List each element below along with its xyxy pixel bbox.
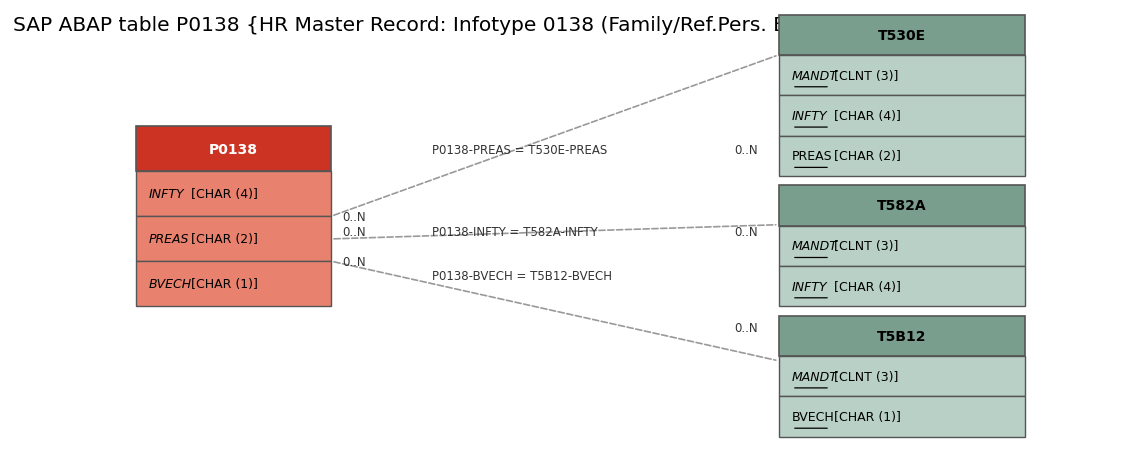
Bar <box>779 226 1025 267</box>
Text: INFTY: INFTY <box>149 188 185 201</box>
Text: P0138-PREAS = T530E-PREAS: P0138-PREAS = T530E-PREAS <box>432 144 608 157</box>
Text: P0138: P0138 <box>209 142 258 156</box>
Text: [CHAR (1)]: [CHAR (1)] <box>187 278 258 291</box>
Text: 0..N: 0..N <box>342 225 367 238</box>
Text: INFTY: INFTY <box>791 280 827 293</box>
Text: T5B12: T5B12 <box>877 329 926 343</box>
Text: PREAS: PREAS <box>149 233 189 246</box>
Text: [CHAR (2)]: [CHAR (2)] <box>830 150 901 163</box>
Text: [CHAR (4)]: [CHAR (4)] <box>830 109 901 123</box>
Bar <box>779 136 1025 177</box>
Text: T530E: T530E <box>878 29 926 43</box>
Text: BVECH: BVECH <box>149 278 192 291</box>
Text: 0..N: 0..N <box>734 144 758 157</box>
Bar <box>779 316 1025 357</box>
Bar <box>779 16 1025 56</box>
Bar <box>136 217 332 262</box>
Text: 0..N: 0..N <box>342 210 367 223</box>
Text: [CHAR (1)]: [CHAR (1)] <box>830 410 901 423</box>
Text: [CLNT (3)]: [CLNT (3)] <box>830 240 898 253</box>
Text: [CHAR (4)]: [CHAR (4)] <box>830 280 901 293</box>
Text: P0138-INFTY = T582A-INFTY: P0138-INFTY = T582A-INFTY <box>432 225 597 238</box>
Bar <box>779 397 1025 437</box>
Text: BVECH: BVECH <box>791 410 835 423</box>
Text: MANDT: MANDT <box>791 240 837 253</box>
Bar <box>779 267 1025 307</box>
Bar <box>779 186 1025 226</box>
Text: SAP ABAP table P0138 {HR Master Record: Infotype 0138 (Family/Ref.Pers. B)}: SAP ABAP table P0138 {HR Master Record: … <box>12 16 807 35</box>
Bar <box>136 127 332 172</box>
Bar <box>779 56 1025 96</box>
Text: [CLNT (3)]: [CLNT (3)] <box>830 370 898 383</box>
Text: [CHAR (2)]: [CHAR (2)] <box>187 233 258 246</box>
Bar <box>136 172 332 217</box>
Text: [CLNT (3)]: [CLNT (3)] <box>830 69 898 82</box>
Bar <box>136 262 332 307</box>
Bar <box>779 96 1025 136</box>
Text: INFTY: INFTY <box>791 109 827 123</box>
Text: MANDT: MANDT <box>791 69 837 82</box>
Text: T582A: T582A <box>877 199 926 213</box>
Text: PREAS: PREAS <box>791 150 833 163</box>
Text: P0138-BVECH = T5B12-BVECH: P0138-BVECH = T5B12-BVECH <box>432 269 612 282</box>
Text: 0..N: 0..N <box>342 255 367 268</box>
Text: [CHAR (4)]: [CHAR (4)] <box>187 188 258 201</box>
Text: 0..N: 0..N <box>734 225 758 238</box>
Bar <box>779 357 1025 397</box>
Text: 0..N: 0..N <box>734 321 758 335</box>
Text: MANDT: MANDT <box>791 370 837 383</box>
